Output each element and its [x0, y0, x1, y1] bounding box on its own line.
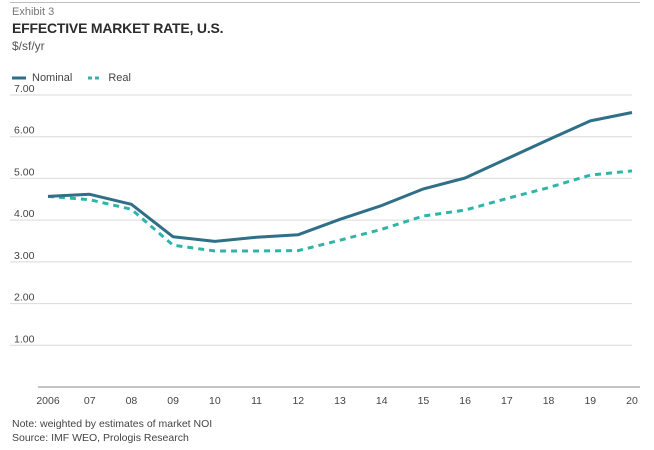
x-tick-label: 17 — [501, 395, 513, 407]
legend-item-nominal: Nominal — [12, 72, 72, 84]
header-rule — [10, 2, 640, 3]
legend-swatch-real — [88, 76, 103, 80]
x-tick-label: 11 — [251, 395, 262, 407]
x-tick-label: 2006 — [36, 395, 60, 407]
legend-label-nominal: Nominal — [32, 72, 73, 84]
y-tick-label: 2.00 — [14, 292, 35, 304]
series-line-nominal — [47, 111, 633, 243]
legend-item-real: Real — [88, 72, 131, 84]
legend-swatch-nominal — [12, 76, 26, 80]
legend-label-real: Real — [108, 72, 131, 84]
x-tick-label: 18 — [543, 395, 555, 407]
gridlines — [10, 94, 632, 346]
x-tick-label: 10 — [209, 395, 221, 407]
x-tick-label: 16 — [459, 395, 471, 407]
x-tick-label: 12 — [292, 395, 304, 407]
x-tick-label: 08 — [126, 395, 138, 407]
series-lines — [47, 111, 633, 253]
y-tick-label: 4.00 — [14, 208, 35, 220]
x-axis-ticks: 2006 07 08 09 10 11 12 13 14 15 16 17 18 19 20 — [36, 395, 638, 407]
x-tick-label: 20 — [626, 395, 638, 407]
y-tick-label: 6.00 — [14, 125, 35, 137]
y-tick-label: 1.00 — [14, 333, 35, 345]
x-tick-label: 19 — [584, 395, 596, 407]
exhibit-label: Exhibit 3 — [12, 6, 55, 18]
chart-legend: Nominal Real — [12, 72, 147, 84]
series-line-real — [47, 169, 633, 253]
y-tick-label: 5.00 — [14, 166, 35, 178]
y-tick-label: 7.00 — [14, 83, 35, 95]
y-axis-ticks: 1.00 2.00 3.00 4.00 5.00 6.00 7.00 — [14, 83, 35, 345]
x-tick-label: 09 — [167, 395, 179, 407]
chart-unit-label: $/sf/yr — [12, 39, 45, 53]
chart-footer: Note: weighted by estimates of market NO… — [12, 417, 212, 445]
x-tick-label: 15 — [418, 395, 430, 407]
source-note: Source: IMF WEO, Prologis Research — [12, 432, 189, 444]
x-tick-label: 14 — [376, 395, 388, 407]
footnote: Note: weighted by estimates of market NO… — [12, 418, 213, 430]
x-tick-label: 07 — [84, 395, 96, 407]
y-tick-label: 3.00 — [14, 250, 35, 262]
chart-title: EFFECTIVE MARKET RATE, U.S. — [12, 20, 224, 36]
x-tick-label: 13 — [334, 395, 346, 407]
